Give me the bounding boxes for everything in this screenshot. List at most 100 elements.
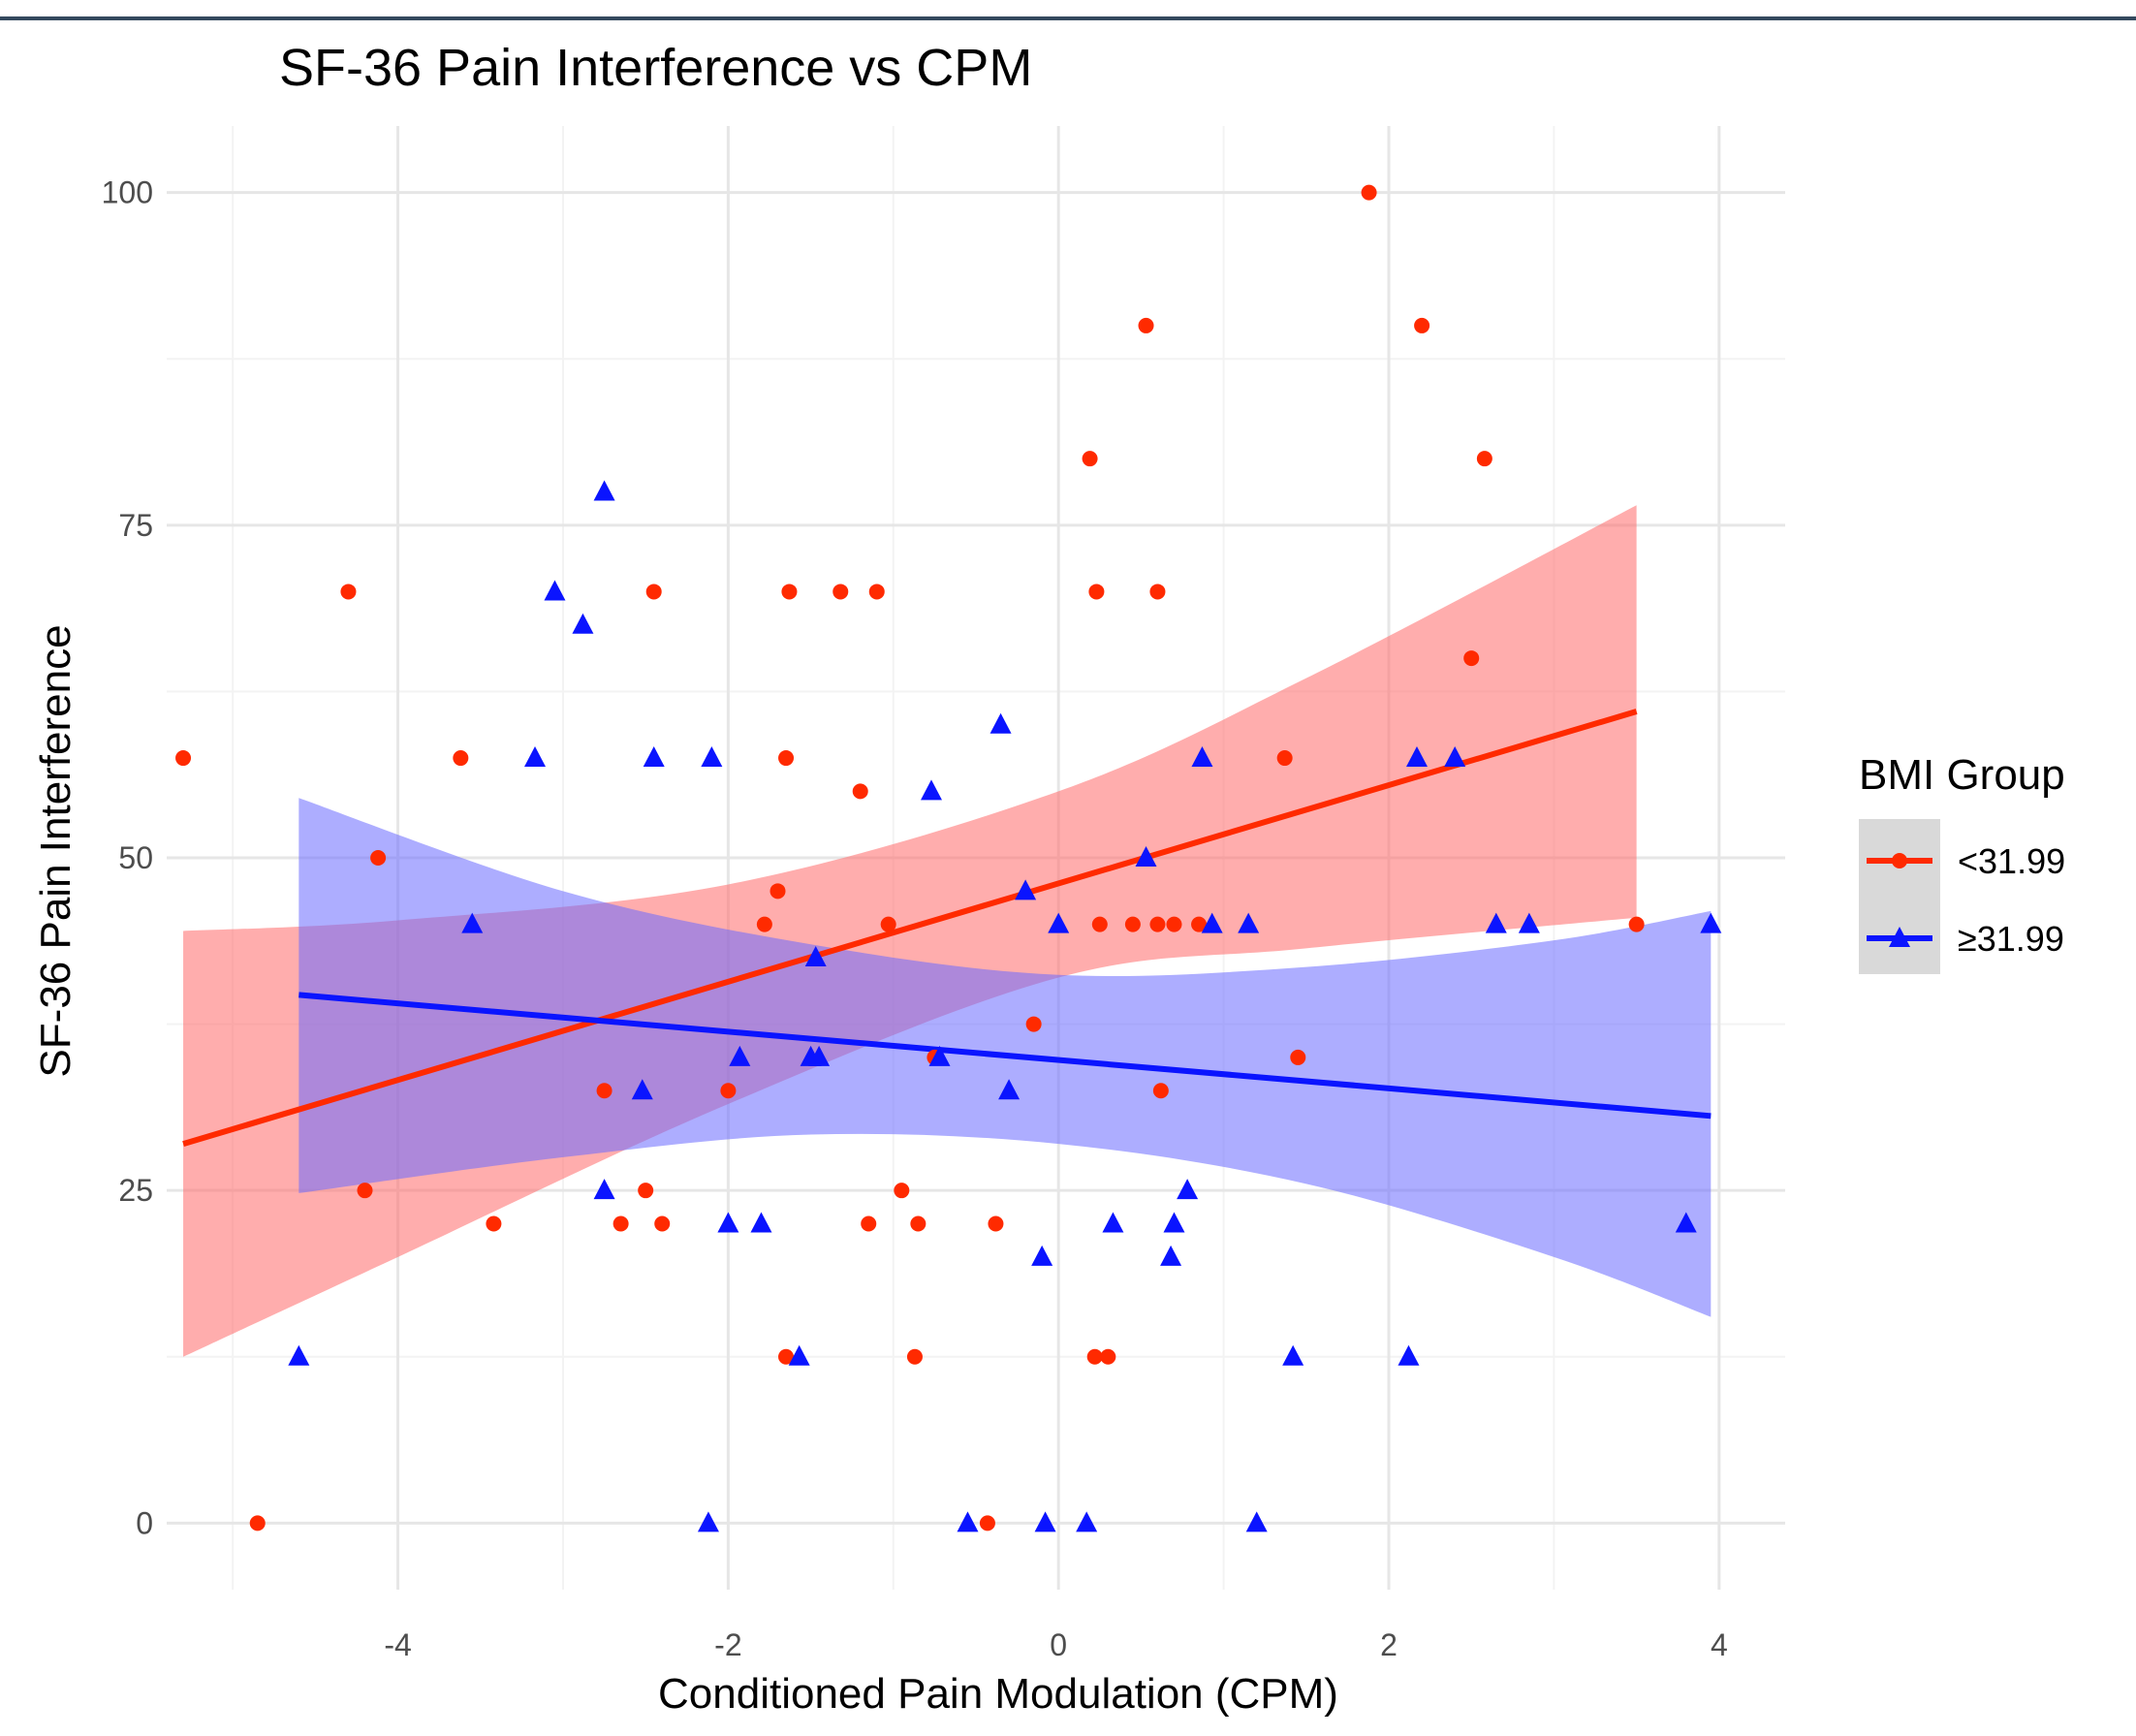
data-point-low-bmi <box>1414 317 1430 333</box>
data-point-high-bmi <box>1675 1212 1697 1233</box>
x-tick-label: -2 <box>714 1627 741 1662</box>
data-point-high-bmi <box>957 1511 979 1532</box>
data-point-high-bmi <box>643 746 665 768</box>
data-point-low-bmi <box>357 1183 373 1199</box>
data-point-high-bmi <box>1518 912 1540 933</box>
fit-lines <box>182 709 1712 1148</box>
data-point-high-bmi <box>808 1045 831 1066</box>
data-point-high-bmi <box>1102 1212 1124 1233</box>
data-point-high-bmi <box>461 912 484 933</box>
data-point-high-bmi <box>288 1344 310 1366</box>
y-tick-label: 75 <box>118 508 153 543</box>
data-point-low-bmi <box>1476 451 1492 467</box>
data-point-low-bmi <box>1149 916 1166 932</box>
data-point-high-bmi <box>1405 746 1428 768</box>
data-point-low-bmi <box>778 1348 795 1365</box>
data-point-high-bmi <box>1177 1179 1199 1200</box>
data-point-low-bmi <box>1100 1348 1116 1365</box>
data-point-high-bmi <box>920 779 942 801</box>
data-point-high-bmi <box>1201 912 1223 933</box>
data-point-low-bmi <box>1025 1016 1042 1032</box>
data-point-high-bmi <box>1444 746 1466 768</box>
data-point-low-bmi <box>988 1215 1004 1232</box>
data-point-high-bmi <box>544 580 566 601</box>
data-point-low-bmi <box>1191 916 1208 932</box>
data-point-high-bmi <box>1191 746 1213 768</box>
data-point-high-bmi <box>1048 912 1070 933</box>
data-point-low-bmi <box>1276 750 1293 767</box>
data-point-low-bmi <box>979 1515 995 1531</box>
data-point-low-bmi <box>1290 1049 1306 1065</box>
data-point-high-bmi <box>631 1079 653 1100</box>
legend: BMI Group <31.99 ≥31.99 <box>1859 751 2065 974</box>
data-point-high-bmi <box>1034 1511 1056 1532</box>
data-point-low-bmi <box>720 1083 737 1099</box>
data-point-low-bmi <box>1463 650 1480 667</box>
data-point-high-bmi <box>1245 1511 1268 1532</box>
data-point-low-bmi <box>249 1515 266 1531</box>
data-point-low-bmi <box>756 916 772 932</box>
data-point-low-bmi <box>1082 451 1098 467</box>
data-point-low-bmi <box>486 1215 502 1232</box>
x-tick-label: 0 <box>1050 1627 1067 1662</box>
data-point-low-bmi <box>1086 1348 1103 1365</box>
fit-line-high-bmi <box>298 992 1712 1120</box>
data-point-low-bmi <box>770 883 786 900</box>
data-point-high-bmi <box>572 613 594 634</box>
data-point-low-bmi <box>453 750 469 767</box>
data-point-high-bmi <box>593 1179 615 1200</box>
data-point-low-bmi <box>1628 916 1645 932</box>
data-point-low-bmi <box>645 584 662 600</box>
data-point-high-bmi <box>804 945 827 966</box>
data-point-low-bmi <box>613 1215 629 1232</box>
data-point-high-bmi <box>1282 1344 1304 1366</box>
data-point-high-bmi <box>593 480 615 501</box>
data-point-high-bmi <box>1163 1212 1185 1233</box>
top-border-rule <box>0 16 2136 20</box>
data-point-high-bmi <box>1700 912 1722 933</box>
data-point-low-bmi <box>868 584 885 600</box>
data-point-low-bmi <box>1149 584 1166 600</box>
data-point-low-bmi <box>1166 916 1182 932</box>
data-point-high-bmi <box>1398 1344 1420 1366</box>
data-point-low-bmi <box>1361 184 1377 201</box>
x-tick-label: 2 <box>1380 1627 1398 1662</box>
data-point-high-bmi <box>788 1344 810 1366</box>
data-point-low-bmi <box>778 750 795 767</box>
x-tick-label: -4 <box>384 1627 411 1662</box>
data-point-low-bmi <box>906 1348 923 1365</box>
data-point-high-bmi <box>524 746 547 768</box>
data-point-high-bmi <box>928 1045 951 1066</box>
data-point-low-bmi <box>880 916 896 932</box>
data-point-high-bmi <box>1160 1245 1182 1266</box>
data-point-high-bmi <box>701 746 723 768</box>
legend-title: BMI Group <box>1859 751 2065 799</box>
data-point-high-bmi <box>1031 1245 1053 1266</box>
confidence-bands <box>183 505 1712 1357</box>
data-point-low-bmi <box>638 1183 654 1199</box>
data-point-low-bmi <box>175 750 192 767</box>
data-point-high-bmi <box>1076 1511 1098 1532</box>
y-tick-label: 50 <box>118 840 153 875</box>
data-point-low-bmi <box>781 584 798 600</box>
tick-labels: -4 -2 0 2 4 0 25 50 75 100 <box>102 175 1728 1662</box>
data-point-low-bmi <box>1091 916 1108 932</box>
legend-marker-low-bmi <box>1892 853 1907 868</box>
y-tick-label: 25 <box>118 1173 153 1208</box>
data-point-high-bmi <box>750 1212 772 1233</box>
data-point-low-bmi <box>1088 584 1105 600</box>
data-point-low-bmi <box>1152 1083 1169 1099</box>
data-point-high-bmi <box>729 1045 751 1066</box>
data-point-high-bmi <box>717 1212 739 1233</box>
legend-label-low-bmi: <31.99 <box>1958 841 2065 881</box>
data-point-low-bmi <box>654 1215 671 1232</box>
data-point-high-bmi <box>998 1079 1021 1100</box>
y-tick-label: 100 <box>102 175 153 210</box>
x-axis-title: Conditioned Pain Modulation (CPM) <box>658 1670 1338 1718</box>
legend-marker-high-bmi <box>1889 927 1910 947</box>
y-tick-label: 0 <box>136 1505 153 1540</box>
data-point-low-bmi <box>832 584 849 600</box>
data-point-low-bmi <box>1138 317 1154 333</box>
data-points <box>175 184 1722 1532</box>
